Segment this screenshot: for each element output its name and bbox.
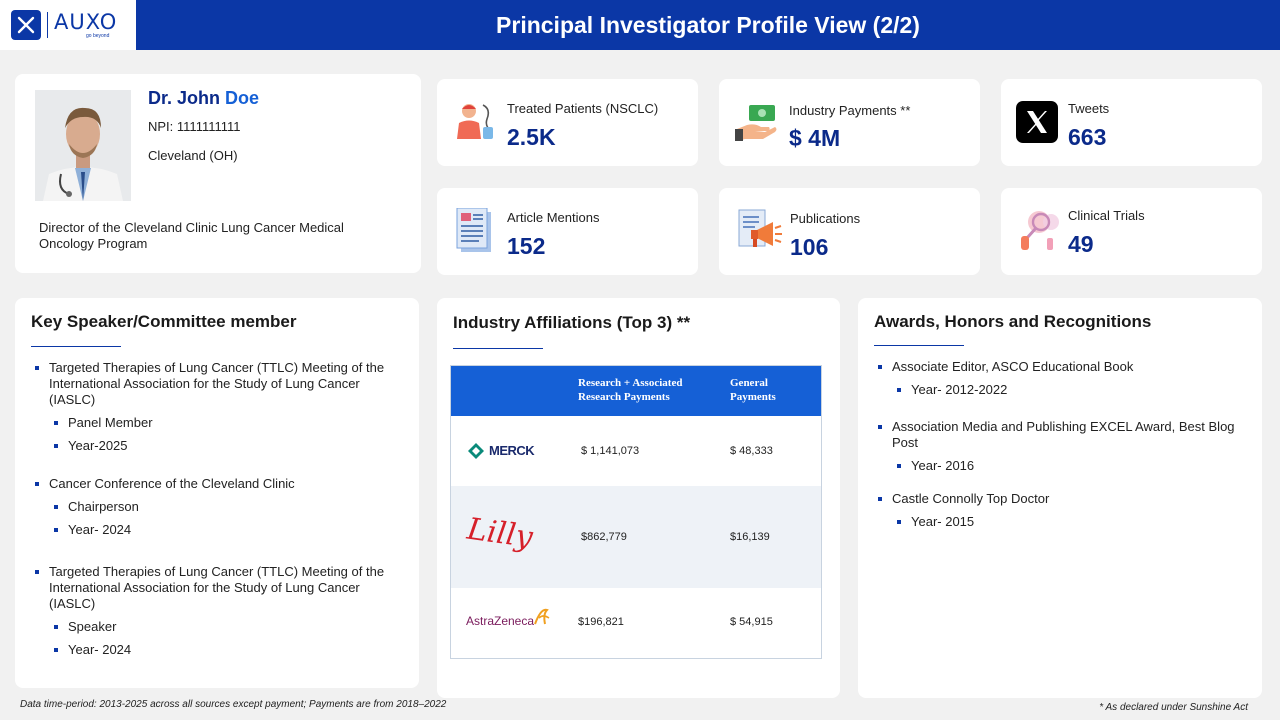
section-title: Key Speaker/Committee member <box>31 312 297 331</box>
speaker-item-role: Chairperson <box>33 499 407 515</box>
company-name: AstraZeneca <box>466 614 535 628</box>
logo-tagline: go beyond <box>86 33 110 39</box>
speaker-item-role: Panel Member <box>33 415 407 431</box>
location: Cleveland (OH) <box>148 148 238 163</box>
stat-label: Tweets <box>1068 101 1110 116</box>
column-header-general: General Payments <box>730 377 776 403</box>
speaker-item-year: Year- 2024 <box>33 642 407 658</box>
stat-value: 49 <box>1068 231 1094 257</box>
doctor-last-name: Doe <box>225 88 260 108</box>
award-title: Association Media and Publishing EXCEL A… <box>876 419 1250 451</box>
table-row: AstraZeneca $196,821 $ 54,915 <box>451 588 821 658</box>
role-description: Director of the Cleveland Clinic Lung Ca… <box>39 220 344 251</box>
general-payment: $ 48,333 <box>730 445 773 457</box>
table-row: Lilly $862,779 $16,139 <box>451 486 821 588</box>
stat-value: 663 <box>1068 124 1107 150</box>
stat-card-clinical-trials[interactable]: Clinical Trials 49 <box>1001 188 1262 275</box>
table-header: Research + Associated Research Payments … <box>451 366 821 416</box>
header-bar: AUXO go beyond Principal Investigator Pr… <box>0 0 1280 50</box>
stat-card-tweets[interactable]: Tweets 663 <box>1001 79 1262 166</box>
speaker-item: Targeted Therapies of Lung Cancer (TTLC)… <box>33 360 407 454</box>
speaker-item-year: Year-2025 <box>33 438 407 454</box>
speaker-item: Cancer Conference of the Cleveland Clini… <box>33 476 407 538</box>
stat-value: 106 <box>790 234 829 260</box>
publications-icon <box>735 208 782 252</box>
speaker-committee-card: Key Speaker/Committee member Targeted Th… <box>15 298 419 688</box>
sunshine-act-footnote: * As declared under Sunshine Act <box>1099 702 1248 713</box>
industry-affiliations-card: Industry Affiliations (Top 3) ** Researc… <box>437 298 840 698</box>
speaker-item-title: Targeted Therapies of Lung Cancer (TTLC)… <box>33 360 407 408</box>
affiliations-table: Research + Associated Research Payments … <box>450 365 822 659</box>
general-payment: $16,139 <box>730 531 770 543</box>
table-row: MERCK $ 1,141,073 $ 48,333 <box>451 416 821 486</box>
award-year: Year- 2016 <box>876 458 1250 474</box>
column-header-research: Research + Associated Research Payments <box>578 377 683 403</box>
stat-label: Industry Payments ** <box>789 103 911 118</box>
profile-photo <box>35 90 131 201</box>
award-year: Year- 2012-2022 <box>876 382 1250 398</box>
stat-value: 152 <box>507 233 546 259</box>
stat-label: Article Mentions <box>507 210 600 225</box>
company-name: Lilly <box>464 511 535 556</box>
award-item: Association Media and Publishing EXCEL A… <box>876 419 1250 474</box>
patient-icon <box>453 99 497 143</box>
doctor-first-name: Dr. John <box>148 88 221 108</box>
research-payment: $ 1,141,073 <box>581 445 640 457</box>
speaker-item-year: Year- 2024 <box>33 522 407 538</box>
award-item: Associate Editor, ASCO Educational Book … <box>876 359 1250 398</box>
stat-label: Clinical Trials <box>1068 208 1145 223</box>
astrazeneca-logo-icon <box>531 606 551 631</box>
award-title: Castle Connolly Top Doctor <box>876 491 1250 507</box>
section-underline <box>874 345 964 346</box>
x-logo-icon <box>1016 101 1060 145</box>
data-period-footnote: Data time-period: 2013-2025 across all s… <box>20 699 447 710</box>
awards-card: Awards, Honors and Recognitions Associat… <box>858 298 1262 698</box>
company-name: MERCK <box>489 443 535 458</box>
stat-card-industry-payments[interactable]: Industry Payments ** $ 4M <box>719 79 980 166</box>
page-title: Principal Investigator Profile View (2/2… <box>496 12 920 38</box>
article-icon <box>453 207 497 252</box>
logo-text: AUXO <box>54 10 118 34</box>
stat-value: 2.5K <box>507 124 556 150</box>
section-title: Industry Affiliations (Top 3) ** <box>453 313 691 332</box>
general-payment: $ 54,915 <box>730 616 773 628</box>
research-payment: $196,821 <box>578 616 624 628</box>
award-title: Associate Editor, ASCO Educational Book <box>876 359 1250 375</box>
research-payment: $862,779 <box>581 531 627 543</box>
stat-card-treated-patients[interactable]: Treated Patients (NSCLC) 2.5K <box>437 79 698 166</box>
section-underline <box>453 348 543 349</box>
speaker-item: Targeted Therapies of Lung Cancer (TTLC)… <box>33 564 407 658</box>
section-underline <box>31 346 121 347</box>
logo-separator <box>47 12 48 38</box>
award-item: Castle Connolly Top Doctor Year- 2015 <box>876 491 1250 530</box>
money-hand-icon <box>735 99 779 143</box>
stat-label: Publications <box>790 211 861 226</box>
profile-card: Dr. John Doe NPI: 1111111111 Cleveland (… <box>15 74 421 273</box>
speaker-item-title: Cancer Conference of the Cleveland Clini… <box>33 476 407 492</box>
merck-logo-icon <box>467 442 485 465</box>
clinical-trials-icon <box>1017 208 1061 252</box>
speaker-item-role: Speaker <box>33 619 407 635</box>
stat-value: $ 4M <box>789 125 841 151</box>
doctor-name: Dr. John Doe <box>148 88 259 109</box>
section-title: Awards, Honors and Recognitions <box>874 312 1152 331</box>
stat-card-publications[interactable]: Publications 106 <box>719 188 980 275</box>
stat-card-article-mentions[interactable]: Article Mentions 152 <box>437 188 698 275</box>
npi-number: NPI: 1111111111 <box>148 119 241 134</box>
stat-label: Treated Patients (NSCLC) <box>507 101 659 116</box>
speaker-item-title: Targeted Therapies of Lung Cancer (TTLC)… <box>33 564 407 612</box>
auxo-logo-icon <box>11 10 41 40</box>
logo[interactable]: AUXO go beyond <box>0 0 136 50</box>
award-year: Year- 2015 <box>876 514 1250 530</box>
